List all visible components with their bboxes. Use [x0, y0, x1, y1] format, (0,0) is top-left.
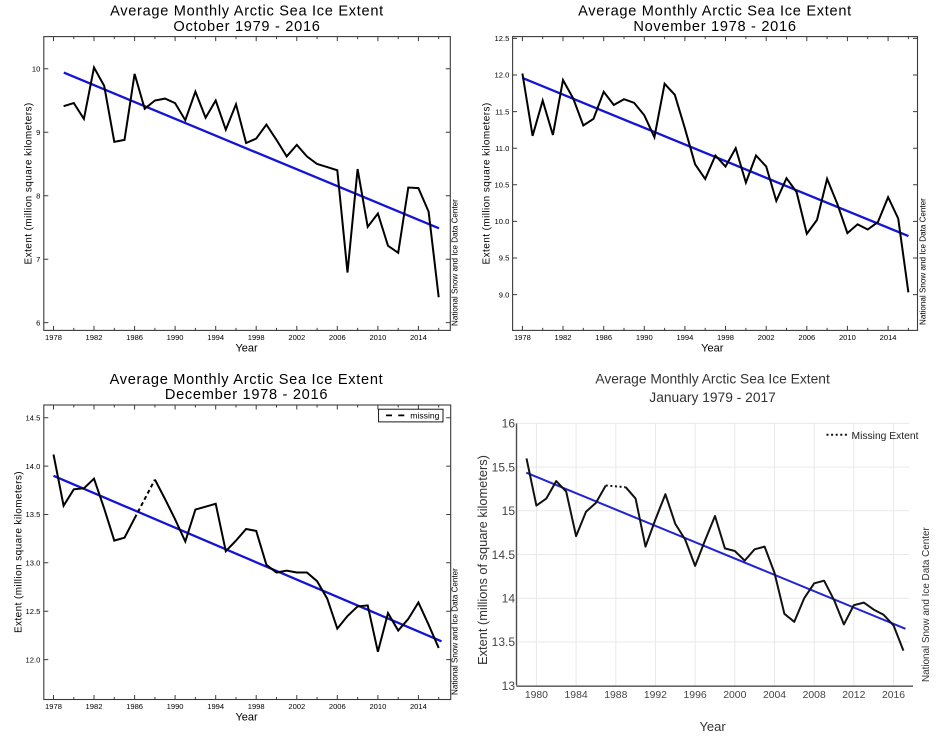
svg-text:9.0: 9.0: [499, 290, 510, 299]
svg-text:15.5: 15.5: [492, 460, 516, 474]
svg-text:1978: 1978: [45, 333, 62, 342]
svg-text:2006: 2006: [798, 333, 815, 342]
svg-text:1986: 1986: [126, 702, 143, 711]
svg-text:1992: 1992: [644, 690, 667, 701]
svg-text:Year: Year: [235, 342, 258, 354]
svg-text:2008: 2008: [803, 690, 826, 701]
svg-text:Average Monthly Arctic Sea Ice: Average Monthly Arctic Sea Ice Extent: [595, 371, 830, 386]
svg-text:1996: 1996: [684, 690, 707, 701]
svg-text:Average Monthly Arctic Sea Ice: Average Monthly Arctic Sea Ice Extent: [578, 3, 852, 19]
svg-text:National Snow and Ice Data Cen: National Snow and Ice Data Center: [451, 568, 460, 695]
svg-text:Extent (million square kilomet: Extent (million square kilometers): [482, 102, 493, 264]
svg-text:6: 6: [36, 318, 40, 327]
svg-text:2010: 2010: [369, 333, 386, 342]
svg-text:13.5: 13.5: [26, 510, 41, 519]
svg-text:13.0: 13.0: [26, 559, 41, 568]
svg-text:10.0: 10.0: [495, 217, 510, 226]
svg-text:1994: 1994: [676, 333, 693, 342]
svg-text:8: 8: [36, 191, 40, 200]
svg-text:2014: 2014: [410, 333, 427, 342]
svg-text:2000: 2000: [723, 690, 746, 701]
svg-text:14.0: 14.0: [26, 462, 41, 471]
svg-text:National Snow and Ice Data Cen: National Snow and Ice Data Center: [919, 198, 928, 325]
svg-text:Year: Year: [701, 342, 724, 354]
svg-text:Extent (millions of square kil: Extent (millions of square kilometers): [475, 455, 490, 665]
svg-text:2012: 2012: [842, 690, 865, 701]
svg-text:14.5: 14.5: [492, 548, 516, 562]
svg-text:1988: 1988: [604, 690, 627, 701]
svg-text:December 1978 - 2016: December 1978 - 2016: [165, 387, 328, 403]
svg-text:1998: 1998: [248, 702, 265, 711]
svg-text:14.5: 14.5: [26, 413, 41, 422]
svg-text:14: 14: [502, 592, 516, 606]
svg-text:10: 10: [32, 65, 40, 74]
svg-text:Average Monthly Arctic Sea Ice: Average Monthly Arctic Sea Ice Extent: [110, 372, 384, 388]
svg-text:missing: missing: [410, 411, 439, 421]
svg-text:15: 15: [502, 504, 516, 518]
svg-text:1986: 1986: [595, 333, 612, 342]
svg-text:Average Monthly Arctic Sea Ice: Average Monthly Arctic Sea Ice Extent: [110, 3, 384, 19]
svg-text:1994: 1994: [207, 333, 224, 342]
svg-text:1978: 1978: [45, 702, 62, 711]
svg-text:2014: 2014: [880, 333, 897, 342]
svg-text:1984: 1984: [565, 690, 588, 701]
svg-text:2004: 2004: [763, 690, 786, 701]
svg-text:1982: 1982: [555, 333, 572, 342]
svg-text:Extent (million square kilomet: Extent (million square kilometers): [24, 102, 35, 264]
svg-text:12.0: 12.0: [26, 655, 41, 664]
svg-text:1982: 1982: [86, 702, 103, 711]
svg-text:12.5: 12.5: [26, 607, 41, 616]
svg-text:1980: 1980: [525, 690, 548, 701]
svg-text:1994: 1994: [207, 702, 224, 711]
svg-text:National Snow and Ice Data Cen: National Snow and Ice Data Center: [921, 526, 932, 682]
svg-text:1978: 1978: [514, 333, 531, 342]
svg-text:12.0: 12.0: [495, 71, 510, 80]
svg-text:13: 13: [502, 679, 516, 693]
svg-text:Extent (million square kilomet: Extent (million square kilometers): [14, 471, 25, 633]
svg-text:1986: 1986: [126, 333, 143, 342]
svg-text:16: 16: [502, 417, 516, 431]
svg-text:10.5: 10.5: [495, 181, 510, 190]
svg-text:1990: 1990: [636, 333, 653, 342]
svg-text:2006: 2006: [329, 702, 346, 711]
svg-text:January 1979 - 2017: January 1979 - 2017: [649, 390, 776, 405]
svg-text:9: 9: [36, 128, 40, 137]
svg-text:2002: 2002: [758, 333, 775, 342]
svg-text:Missing Extent: Missing Extent: [852, 431, 919, 442]
svg-text:1998: 1998: [248, 333, 265, 342]
svg-text:9.5: 9.5: [499, 254, 510, 263]
svg-text:12.5: 12.5: [495, 34, 510, 43]
svg-text:1990: 1990: [167, 702, 184, 711]
svg-text:1998: 1998: [717, 333, 734, 342]
svg-text:2016: 2016: [882, 690, 905, 701]
svg-text:National Snow and Ice Data Cen: National Snow and Ice Data Center: [451, 199, 460, 326]
svg-text:Year: Year: [699, 719, 726, 734]
svg-text:2002: 2002: [288, 702, 305, 711]
svg-text:11.5: 11.5: [495, 107, 509, 116]
svg-text:November 1978 - 2016: November 1978 - 2016: [633, 19, 796, 35]
svg-text:7: 7: [36, 255, 40, 264]
svg-text:11.0: 11.0: [495, 144, 509, 153]
svg-text:2010: 2010: [839, 333, 856, 342]
svg-text:2010: 2010: [369, 702, 386, 711]
svg-text:October 1979 - 2016: October 1979 - 2016: [173, 19, 320, 35]
svg-text:Year: Year: [235, 712, 258, 724]
svg-text:13.5: 13.5: [492, 635, 516, 649]
svg-text:2006: 2006: [329, 333, 346, 342]
svg-text:1982: 1982: [86, 333, 103, 342]
svg-text:1990: 1990: [167, 333, 184, 342]
svg-text:2014: 2014: [410, 702, 427, 711]
svg-text:2002: 2002: [288, 333, 305, 342]
